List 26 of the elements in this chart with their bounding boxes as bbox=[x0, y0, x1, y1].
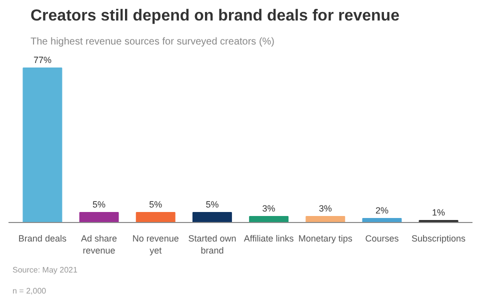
x-tick-label: Affiliate links bbox=[244, 234, 294, 244]
source-note: Source: May 2021 bbox=[12, 266, 78, 274]
text: n = 2,000 bbox=[12, 286, 47, 296]
chart-title: Creators still depend on brand deals for revenue bbox=[30, 8, 400, 24]
data-label: 3% bbox=[318, 203, 332, 214]
x-tick-label: Monetary tips bbox=[298, 234, 353, 244]
bar bbox=[192, 212, 232, 222]
x-tick-label: No revenue yet bbox=[132, 234, 179, 256]
x-tick-label: Brand deals bbox=[18, 234, 67, 244]
x-tick-label: Subscriptions bbox=[412, 234, 466, 244]
x-tick-label: Started own brand bbox=[188, 234, 236, 256]
data-label: 77% bbox=[33, 54, 52, 65]
data-label: 5% bbox=[92, 199, 106, 210]
data-label: 5% bbox=[206, 199, 219, 210]
data-label: 1% bbox=[432, 207, 446, 218]
bar bbox=[22, 67, 62, 222]
data-label: 2% bbox=[375, 205, 388, 216]
x-tick-label: Courses bbox=[365, 234, 400, 244]
data-label: 3% bbox=[262, 203, 276, 214]
bar bbox=[79, 212, 119, 222]
chart-subtitle: The highest revenue sources for surveyed creators (%) bbox=[30, 36, 274, 48]
x-tick-label: Ad share revenue bbox=[81, 234, 118, 256]
bar bbox=[136, 212, 176, 222]
bar bbox=[249, 216, 289, 222]
data-label: 5% bbox=[149, 199, 162, 210]
bar bbox=[306, 216, 346, 222]
